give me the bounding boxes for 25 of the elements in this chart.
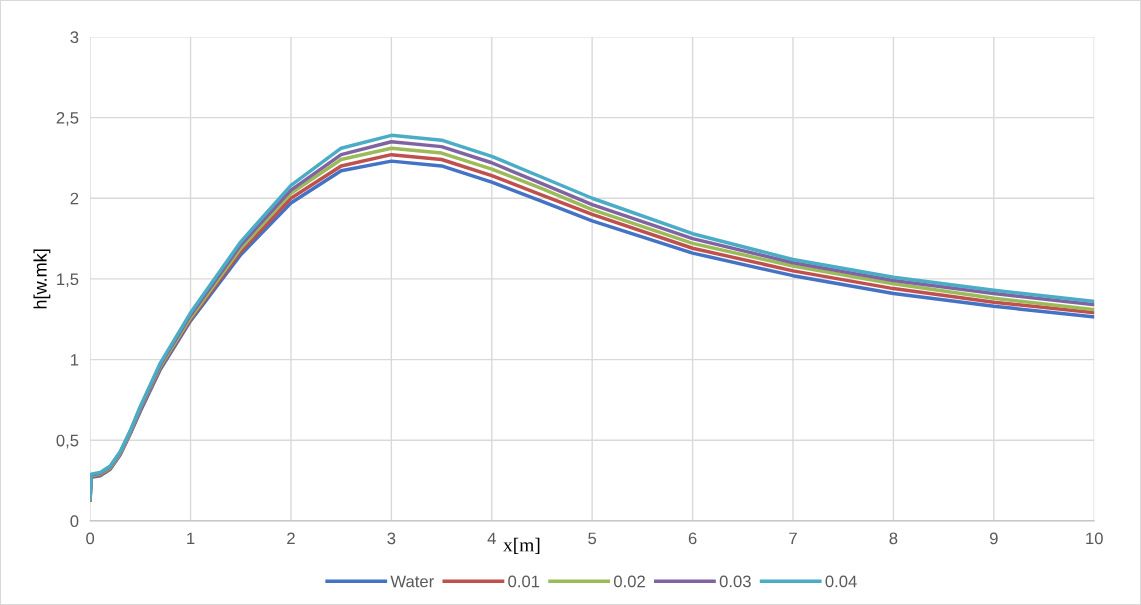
- y-tick-label: 3: [70, 31, 79, 44]
- x-tick-label: 0: [86, 532, 95, 545]
- x-tick-label: 5: [588, 532, 597, 545]
- y-tick-label: 1,5: [57, 273, 79, 288]
- legend-label: 0.02: [613, 575, 645, 588]
- y-axis-title: h[w.mk]: [33, 249, 51, 309]
- x-tick-label: 4: [487, 532, 496, 545]
- legend-label: Water: [390, 575, 434, 588]
- x-tick-label: 8: [889, 532, 898, 545]
- x-tick-label: 6: [688, 532, 697, 545]
- x-tick-label: 3: [387, 532, 396, 545]
- legend-label: 0.03: [719, 575, 751, 588]
- x-axis-title: x[m]: [503, 537, 540, 554]
- x-tick-label: 2: [287, 532, 295, 545]
- y-tick-label: 2: [70, 192, 79, 205]
- y-tick-label: 0: [70, 515, 79, 528]
- legend-label: 0.04: [825, 575, 857, 588]
- legend-label: 0.01: [508, 575, 540, 588]
- y-tick-label: 2,5: [56, 111, 79, 126]
- x-tick-label: 1: [187, 532, 195, 545]
- x-tick-label: 7: [789, 532, 797, 545]
- x-tick-label: 9: [989, 532, 998, 545]
- x-tick-label: 10: [1086, 532, 1103, 545]
- y-tick-label: 0,5: [56, 434, 79, 449]
- y-tick-label: 1: [71, 354, 79, 366]
